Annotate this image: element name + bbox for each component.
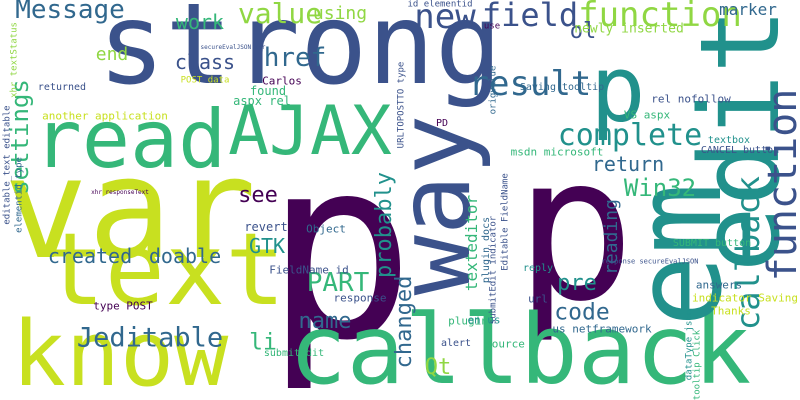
word-pre: pre <box>557 271 597 296</box>
word-vs-aspx: VS aspx <box>623 108 671 122</box>
word-returned: returned <box>37 82 87 93</box>
word-another-application: another application <box>42 109 168 123</box>
word-object: Object <box>306 222 346 236</box>
word-elementid-type: elementid type <box>14 157 25 233</box>
word-xhr-textstatus: xhr textStatus <box>9 22 20 98</box>
word-ol: ol <box>569 19 597 44</box>
word-changed: changed <box>392 275 417 369</box>
word-newly-inserted: newly inserted <box>574 21 684 37</box>
word-end: end <box>95 44 129 65</box>
word-indicator-saving: indicator Saving <box>692 291 798 305</box>
word-submit-button: SUBMIT button <box>672 238 752 249</box>
word-urltopostto-type: URLTOPOSTTO type <box>396 61 407 149</box>
word-rel-nofollow: rel nofollow <box>651 92 731 106</box>
word-revert: revert <box>244 220 288 234</box>
word-read: read <box>33 93 227 186</box>
word-callback: callback <box>288 294 752 400</box>
word-work: work <box>175 10 225 34</box>
word-li: li <box>249 329 277 356</box>
word-return: return <box>591 152 665 176</box>
word-probably: probably <box>372 172 397 278</box>
word-fieldname-id: FieldName id <box>269 263 349 277</box>
word-cancel-button: CANCEL button <box>700 145 780 156</box>
word-var: var <box>3 128 257 291</box>
word-post-data: POST data <box>180 75 230 86</box>
word-found: found <box>249 84 287 98</box>
word-secureevaljson-xhr: secureEvalJSON xhr <box>200 44 266 51</box>
word-name: name <box>298 309 352 334</box>
word-tooltip-click: tooltip Click <box>692 329 703 400</box>
word-msdn-microsoft: msdn microsoft <box>510 145 604 159</box>
word-type-post: type POST <box>93 299 153 313</box>
word-reply: reply <box>522 263 554 274</box>
word-function: function <box>578 0 742 35</box>
word-thanks: Thanks <box>711 304 751 318</box>
word-url: url <box>528 292 548 306</box>
word-strong: strong <box>97 0 503 110</box>
word-saving-tooltip: Saving tooltip <box>519 82 605 93</box>
word-origvalue: origvalue <box>488 65 499 115</box>
word-win32: Win32 <box>623 174 697 202</box>
word-part: PART <box>306 268 370 298</box>
word-know: know <box>11 302 229 400</box>
word-code: code <box>554 299 610 326</box>
word-new: new <box>414 0 476 37</box>
word-submitedit: submitEdit <box>263 348 325 359</box>
word-qt: Qt <box>424 355 452 380</box>
word-p-mid: p <box>590 36 646 143</box>
word-p-right: p <box>514 113 636 346</box>
word-xhr-responsetext: xhr responseText <box>91 189 149 196</box>
word-submitedit-indicator: submitEdit indicator <box>488 215 499 325</box>
word-created: created <box>47 244 133 268</box>
word-source: source <box>485 337 525 351</box>
word-texteditor: texteditor <box>462 194 481 292</box>
word-text: text <box>44 211 286 328</box>
word-see: see <box>238 183 278 208</box>
word-aspx-rel: aspx rel <box>233 94 291 108</box>
word-plugin: plugin <box>448 314 488 328</box>
word-use: use <box>483 21 501 32</box>
word-alert: alert <box>440 338 472 349</box>
word-using: using <box>312 3 368 24</box>
word-id-elementid: id elementid <box>407 0 473 10</box>
word-ajax: AJAX <box>228 92 392 171</box>
word-us-netframework: us netframework <box>552 322 652 336</box>
word-result: result <box>468 64 592 104</box>
word-message: Message <box>15 0 125 25</box>
word-marker: marker <box>719 0 777 19</box>
word-response: response <box>333 291 387 305</box>
word-response-secureevaljson: response secureEvalJSON <box>601 257 699 266</box>
word-href: href <box>263 43 327 73</box>
word-editable-fieldname: Editable FieldName <box>500 173 511 271</box>
word-pd: PD <box>435 118 449 129</box>
word-class: class <box>174 50 236 74</box>
word-editable-text-editable: editable_text editable <box>2 105 13 225</box>
word-textbox: textbox <box>707 135 751 146</box>
word-en-us: en us <box>467 313 501 327</box>
word-field: field <box>481 0 579 34</box>
word-jeditable: Jeditable <box>76 322 224 354</box>
word-value: value <box>237 0 323 30</box>
word-complete: complete <box>557 118 703 153</box>
word-carlos: Carlos <box>262 74 302 88</box>
word-p-large: p <box>264 104 416 395</box>
word-function-rot: function <box>760 88 800 282</box>
word-doable: doable <box>148 244 222 268</box>
word-answers: answers <box>695 278 743 292</box>
word-gtk: GTK <box>248 234 286 258</box>
